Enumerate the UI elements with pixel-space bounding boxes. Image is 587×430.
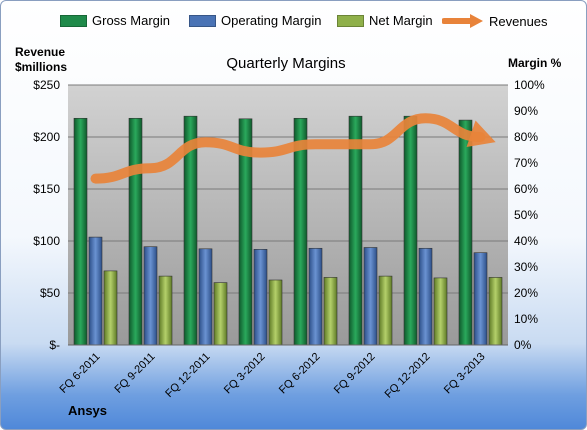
legend-swatch-net [337,14,364,27]
legend-gross-margin: Gross Margin [60,13,170,28]
right-tick-label: 100% [514,78,545,92]
legend-swatch-operating [189,14,216,27]
bar-gross-margin [458,119,473,346]
bar-operating-margin [418,247,433,346]
x-tick-label: FQ 9-2012 [332,351,378,397]
left-tick-label: $150 [33,182,60,196]
legend-label-revenues: Revenues [489,13,548,29]
right-tick-label: 90% [514,104,538,118]
x-tick-label: FQ 12-2012 [383,351,433,401]
left-tick-label: $200 [33,130,60,144]
legend-label-net: Net Margin [369,13,433,28]
bar-net-margin [488,277,503,346]
left-tick-label: $250 [33,78,60,92]
bar-operating-margin [363,247,378,346]
legend-arrow-icon [442,14,483,28]
revenue-line [90,113,486,184]
right-tick-label: 50% [514,208,538,222]
x-tick-label: FQ 12-2011 [163,351,212,400]
x-tick-label: FQ 9-2011 [113,351,158,396]
left-tick-label: $50 [40,286,60,300]
right-tick-label: 40% [514,234,538,248]
chart-title: Quarterly Margins [226,55,346,72]
right-tick-label: 0% [514,338,532,352]
bar-net-margin [323,277,338,346]
bar-net-margin [433,277,448,346]
bar-gross-margin [128,117,143,346]
right-tick-label: 30% [514,260,538,274]
left-axis-title-line1: Revenue [15,45,66,59]
x-tick-label: FQ 6-2011 [58,351,103,396]
legend-label-gross: Gross Margin [92,13,171,28]
bar-gross-margin [73,117,88,346]
legend-label-operating: Operating Margin [221,13,322,28]
bar-gross-margin [293,117,308,346]
bar-net-margin [378,275,393,346]
x-tick-label: FQ 3-2013 [442,351,488,397]
bar-gross-margin [403,115,418,346]
bar-operating-margin [198,248,213,346]
left-tick-label: $- [49,338,60,352]
left-tick-label: $100 [33,234,60,248]
bar-net-margin [213,282,228,346]
bar-operating-margin [253,249,268,346]
left-axis-title-line2: $millions [15,60,68,74]
right-tick-label: 20% [514,286,538,300]
bar-gross-margin [348,115,363,346]
right-tick-label: 10% [514,312,538,326]
right-tick-label: 70% [514,156,538,170]
right-tick-label: 80% [514,130,538,144]
bar-net-margin [103,270,118,346]
revenue-arrowhead [466,120,496,148]
right-axis-title: Margin % [508,56,562,70]
bar-operating-margin [88,236,103,346]
bar-net-margin [158,275,173,346]
bar-net-margin [268,279,283,346]
right-tick-label: 60% [514,182,538,196]
company-label: Ansys [68,403,108,418]
legend-revenues: Revenues [442,13,548,29]
legend-net-margin: Net Margin [337,13,433,28]
left-axis-title: Revenue $millions [15,45,67,75]
legend-swatch-gross [60,14,87,27]
x-tick-label: FQ 6-2012 [277,351,323,397]
bar-operating-margin [473,252,488,346]
bar-operating-margin [143,246,158,346]
x-tick-label: FQ 3-2012 [222,351,268,397]
bar-operating-margin [308,247,323,346]
legend-operating-margin: Operating Margin [189,13,321,28]
